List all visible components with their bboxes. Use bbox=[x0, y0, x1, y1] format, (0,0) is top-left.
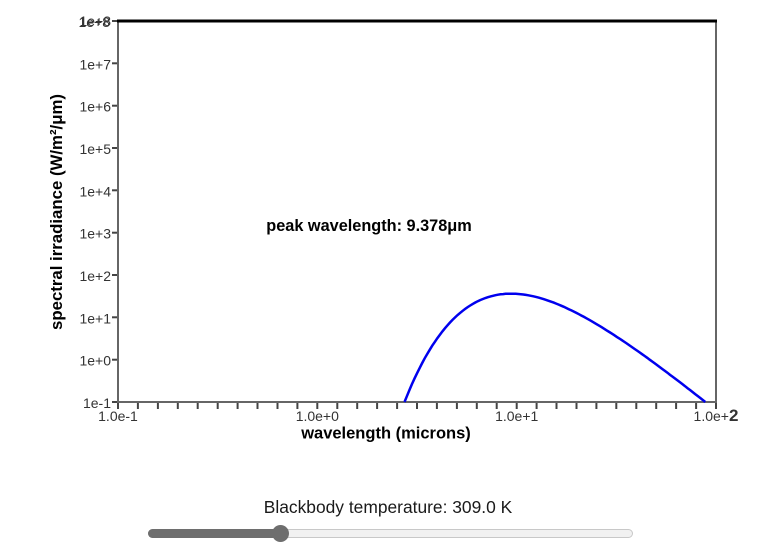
svg-text:spectral irradiance (W/m²/μm): spectral irradiance (W/m²/μm) bbox=[47, 94, 66, 330]
svg-text:wavelength (microns): wavelength (microns) bbox=[300, 425, 471, 443]
svg-text:1e+4: 1e+4 bbox=[79, 183, 111, 199]
svg-text:1.0e+0: 1.0e+0 bbox=[296, 408, 339, 424]
svg-text:1e+2: 1e+2 bbox=[79, 268, 111, 284]
svg-text:1e-1: 1e-1 bbox=[83, 395, 111, 411]
svg-text:1.0e+2: 1.0e+2 bbox=[694, 406, 739, 425]
svg-text:1e+3: 1e+3 bbox=[79, 226, 111, 242]
svg-text:1e+8: 1e+8 bbox=[79, 13, 111, 29]
svg-text:1e+8: 1e+8 bbox=[78, 14, 110, 30]
svg-text:1e+7: 1e+7 bbox=[79, 56, 111, 72]
svg-text:1.0e-1: 1.0e-1 bbox=[98, 408, 138, 424]
svg-text:1e+0: 1e+0 bbox=[79, 353, 111, 369]
svg-text:peak wavelength: 9.378μm: peak wavelength: 9.378μm bbox=[266, 217, 471, 235]
svg-text:1.0e+1: 1.0e+1 bbox=[495, 408, 538, 424]
svg-text:1e+6: 1e+6 bbox=[79, 99, 111, 115]
svg-text:1e+1: 1e+1 bbox=[79, 310, 111, 326]
svg-text:1e+5: 1e+5 bbox=[79, 141, 111, 157]
